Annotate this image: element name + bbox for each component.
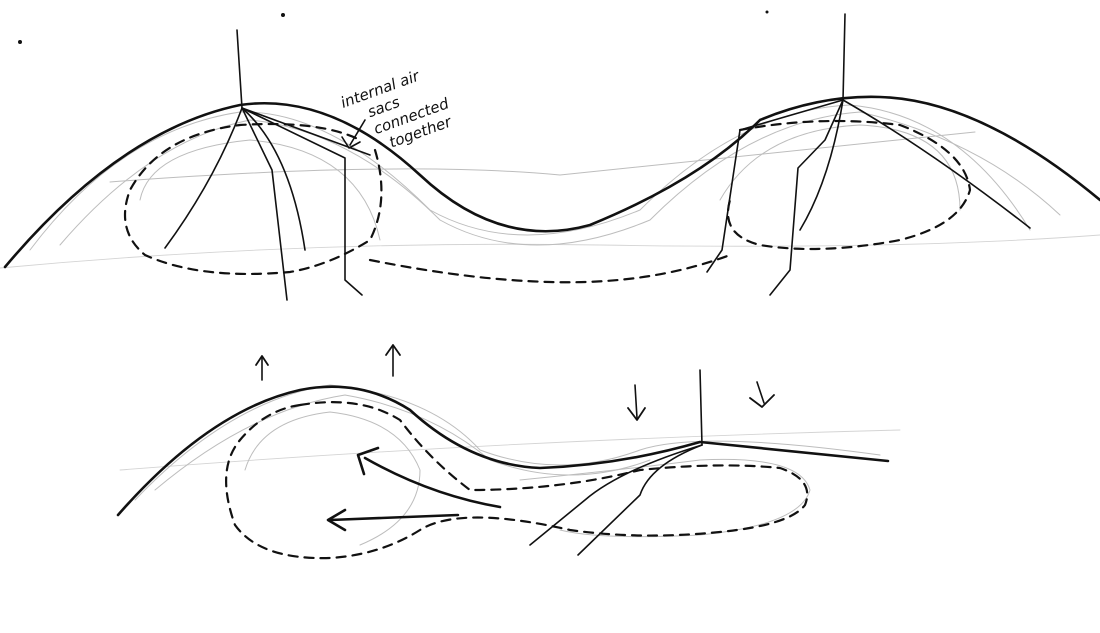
airflow-arrow [363, 456, 502, 509]
down-arrow-head [627, 407, 646, 421]
top-air-sac-connector [368, 253, 732, 284]
top-canopy-outline [3, 95, 1100, 269]
up-arrow-head [255, 355, 269, 366]
top-cable [241, 107, 288, 301]
annotation-arrow-head [341, 136, 361, 149]
bottom-mast [699, 369, 703, 446]
bottom-sketch [116, 344, 901, 560]
top-air-sac-right [726, 119, 972, 251]
bottom-air-sac [225, 401, 809, 560]
annotation-arrow [349, 119, 366, 146]
top-cable [164, 107, 243, 249]
top-cable [706, 99, 844, 273]
bottom-cable [577, 444, 703, 556]
down-arrow [634, 384, 638, 419]
top-cable [769, 99, 844, 296]
stray-dot [281, 13, 285, 17]
top-cable [241, 107, 306, 251]
top-cable [241, 107, 363, 296]
bottom-canopy-outline [116, 385, 890, 517]
bottom-cable [529, 444, 703, 546]
stray-dot [18, 40, 22, 44]
top-air-sac-left [123, 122, 383, 276]
airflow-arrow [328, 513, 460, 522]
top-sketch [0, 13, 1100, 301]
top-cable [799, 99, 844, 231]
annotation-note: internal air sacs connected together [338, 66, 454, 151]
down-arrow-head [749, 394, 775, 408]
down-arrow [756, 381, 765, 404]
top-cable [842, 99, 1031, 229]
top-mast-left [236, 29, 243, 109]
up-arrow-head [385, 344, 401, 356]
top-mast-right [842, 13, 846, 101]
airflow-arrow-head [356, 446, 380, 476]
airflow-arrow-head [326, 508, 347, 532]
stray-dot [765, 10, 769, 14]
